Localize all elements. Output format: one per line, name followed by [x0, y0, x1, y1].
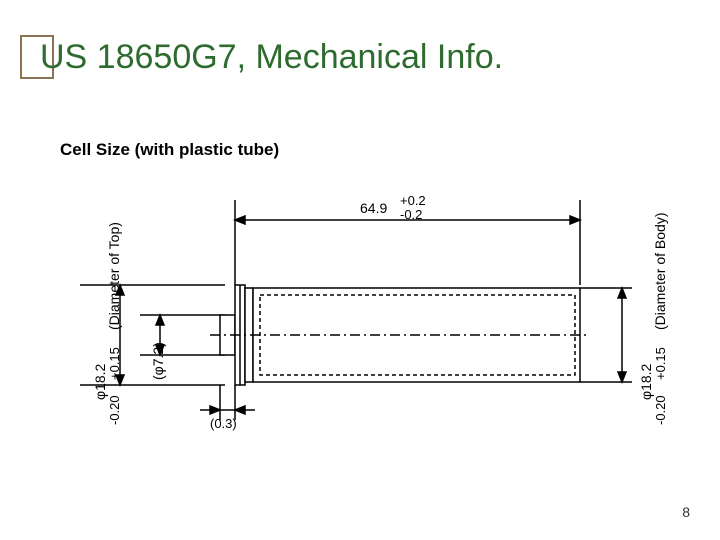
mechanical-diagram: φ18.2 +0.15 -0.20 (Diameter of Top) (φ7.… — [80, 200, 670, 460]
body-diameter-label: (Diameter of Body) — [652, 213, 668, 330]
body-diameter-tol-minus: -0.20 — [654, 395, 668, 425]
cell-drawing-svg — [80, 200, 670, 460]
body-diameter-value: φ18.2 — [638, 364, 654, 400]
body-length-value: 64.9 — [360, 200, 387, 216]
body-diameter-tol-plus: +0.15 — [654, 347, 668, 380]
slide-title: US 18650G7, Mechanical Info. — [40, 38, 503, 77]
body-length-tol-minus: -0.2 — [400, 208, 422, 222]
section-subtitle: Cell Size (with plastic tube) — [60, 140, 279, 160]
page-number: 8 — [682, 504, 690, 520]
nub-length-label: (0.3) — [210, 416, 237, 431]
